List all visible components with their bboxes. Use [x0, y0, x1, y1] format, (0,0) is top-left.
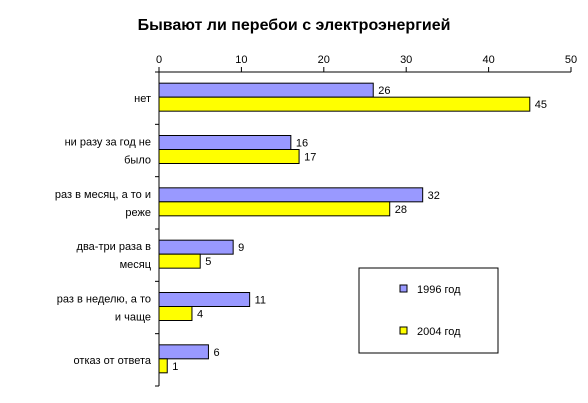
- data-label: 9: [238, 242, 244, 254]
- data-label: 32: [428, 190, 440, 202]
- x-tick-label: 50: [565, 54, 577, 66]
- bar-series-2: [158, 201, 391, 217]
- category-label: и чаще: [115, 312, 151, 324]
- x-tick-label: 0: [156, 54, 162, 66]
- bar-series-1: [158, 239, 234, 255]
- data-label: 45: [535, 99, 547, 111]
- legend-label: 1996 год: [417, 284, 461, 296]
- legend-label: 2004 год: [417, 326, 461, 338]
- category-label: нет: [134, 93, 151, 105]
- data-label: 4: [197, 309, 203, 321]
- bar-series-1: [158, 344, 209, 360]
- legend-swatch: [399, 326, 408, 335]
- legend-box: [358, 267, 499, 354]
- chart-title: Бывают ли перебои с электроэнергией: [137, 17, 451, 34]
- data-label: 1: [172, 361, 178, 373]
- bar-series-2: [158, 253, 201, 269]
- category-label: реже: [125, 207, 151, 219]
- data-label: 6: [213, 347, 219, 359]
- category-label: отказ от ответа: [74, 355, 152, 367]
- bar-series-2: [158, 96, 531, 112]
- category-label: раз в неделю, а то: [57, 294, 151, 306]
- bar-series-1: [158, 82, 374, 98]
- bar-series-2: [158, 358, 168, 374]
- data-label: 11: [255, 295, 266, 307]
- x-tick-label: 40: [482, 54, 494, 66]
- bar-series-1: [158, 292, 251, 307]
- bar-series-1: [158, 135, 292, 150]
- x-tick-label: 30: [400, 54, 412, 66]
- bar-series-1: [158, 187, 424, 203]
- data-label: 26: [378, 85, 390, 97]
- data-label: 28: [395, 204, 407, 216]
- category-label: два-три раза в: [77, 241, 152, 253]
- category-label: было: [124, 155, 151, 167]
- x-tick-label: 20: [318, 54, 330, 66]
- category-label: раз в месяц, а то и: [55, 189, 151, 201]
- category-label: месяц: [120, 259, 152, 271]
- x-tick-label: 10: [235, 54, 247, 66]
- data-label: 5: [205, 256, 211, 268]
- data-label: 16: [296, 138, 308, 150]
- bar-series-2: [158, 149, 300, 164]
- category-label: ни разу за год не: [65, 137, 151, 149]
- bar-series-2: [158, 306, 193, 321]
- legend-swatch: [399, 284, 408, 293]
- data-label: 17: [304, 152, 316, 164]
